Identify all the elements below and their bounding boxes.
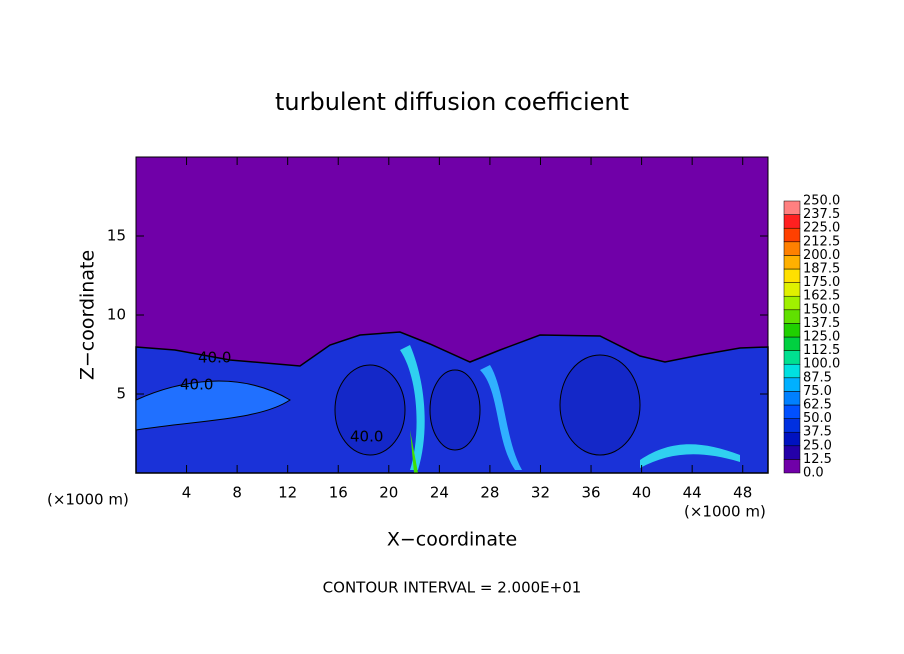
colorbar-label: 50.0 — [803, 411, 832, 426]
colorbar-label: 75.0 — [803, 384, 832, 399]
colorbar-swatch — [783, 445, 801, 460]
y-tick-label: 15 — [107, 227, 126, 245]
x-tick-label: 32 — [531, 484, 550, 502]
y-unit: (×1000 m) — [47, 491, 129, 509]
field-plume — [410, 430, 418, 473]
x-tick-label: 40 — [632, 484, 651, 502]
field: 40.0 40.0 40.0 — [135, 157, 769, 474]
x-tick-label: 8 — [232, 484, 242, 502]
field-plume — [480, 365, 522, 470]
colorbar-swatch — [783, 268, 801, 283]
colorbar-swatch — [783, 459, 801, 474]
colorbar-swatch — [783, 363, 801, 379]
colorbar-swatch — [783, 431, 801, 447]
colorbar-label: 137.5 — [803, 316, 840, 331]
y-tick-label: 5 — [116, 385, 126, 403]
colorbar-label: 212.5 — [803, 234, 840, 249]
colorbar-swatch — [783, 323, 801, 338]
colorbar-label: 100.0 — [803, 357, 840, 372]
x-tick-label: 24 — [430, 484, 449, 502]
x-tick-label: 12 — [278, 484, 297, 502]
field-cell — [135, 380, 291, 431]
x-tick-label: 44 — [683, 484, 702, 502]
chart-title: turbulent diffusion coefficient — [275, 88, 629, 116]
y-tick-label: 10 — [107, 306, 126, 324]
colorbar-label: 187.5 — [803, 262, 840, 277]
x-tick-label: 48 — [733, 484, 752, 502]
colorbar-swatch — [783, 227, 801, 243]
x-axis-label: X−coordinate — [387, 529, 517, 551]
field-plume — [640, 444, 740, 468]
y-axis-label: Z−coordinate — [77, 250, 99, 380]
colorbar-swatch — [783, 391, 801, 406]
colorbar-label: 175.0 — [803, 275, 840, 290]
x-tick-label: 28 — [480, 484, 499, 502]
colorbar-swatch — [783, 200, 801, 215]
colorbar-label: 0.0 — [803, 466, 824, 481]
colorbar-label: 112.5 — [803, 343, 840, 358]
field-cell — [334, 364, 406, 456]
colorbar-swatch — [783, 350, 801, 365]
colorbar-swatch — [783, 241, 801, 256]
colorbar-label: 150.0 — [803, 302, 840, 317]
contour-label: 40.0 — [198, 349, 231, 367]
colorbar-swatch — [783, 377, 801, 392]
colorbar-label: 87.5 — [803, 370, 832, 385]
field-cell — [559, 354, 641, 456]
colorbar-label: 37.5 — [803, 425, 832, 440]
colorbar-label: 225.0 — [803, 221, 840, 236]
colorbar-swatch — [783, 336, 801, 351]
colorbar-label: 237.5 — [803, 207, 840, 222]
colorbar-label: 250.0 — [803, 194, 840, 209]
x-tick-label: 4 — [182, 484, 192, 502]
colorbar-swatch — [783, 295, 801, 311]
x-tick-label: 16 — [329, 484, 348, 502]
colorbar-swatch — [783, 255, 801, 270]
colorbar-swatch — [783, 418, 801, 433]
x-tick-label: 36 — [581, 484, 600, 502]
colorbar-swatch — [783, 309, 801, 324]
field-cell — [429, 369, 481, 451]
colorbar-label: 62.5 — [803, 398, 832, 413]
contour-label: 40.0 — [350, 428, 383, 446]
x-unit: (×1000 m) — [684, 503, 766, 521]
contour-label: 40.0 — [180, 376, 213, 394]
colorbar-label: 125.0 — [803, 330, 840, 345]
field-plume — [400, 345, 425, 470]
colorbar-label: 25.0 — [803, 438, 832, 453]
annotation: CONTOUR INTERVAL = 2.000E+01 — [323, 579, 582, 597]
colorbar-label: 12.5 — [803, 452, 832, 467]
colorbar-label: 200.0 — [803, 248, 840, 263]
colorbar-swatch — [783, 404, 801, 419]
colorbar-label: 162.5 — [803, 289, 840, 304]
colorbar-swatch — [783, 214, 801, 229]
x-tick-label: 20 — [379, 484, 398, 502]
colorbar-swatch — [783, 282, 801, 297]
